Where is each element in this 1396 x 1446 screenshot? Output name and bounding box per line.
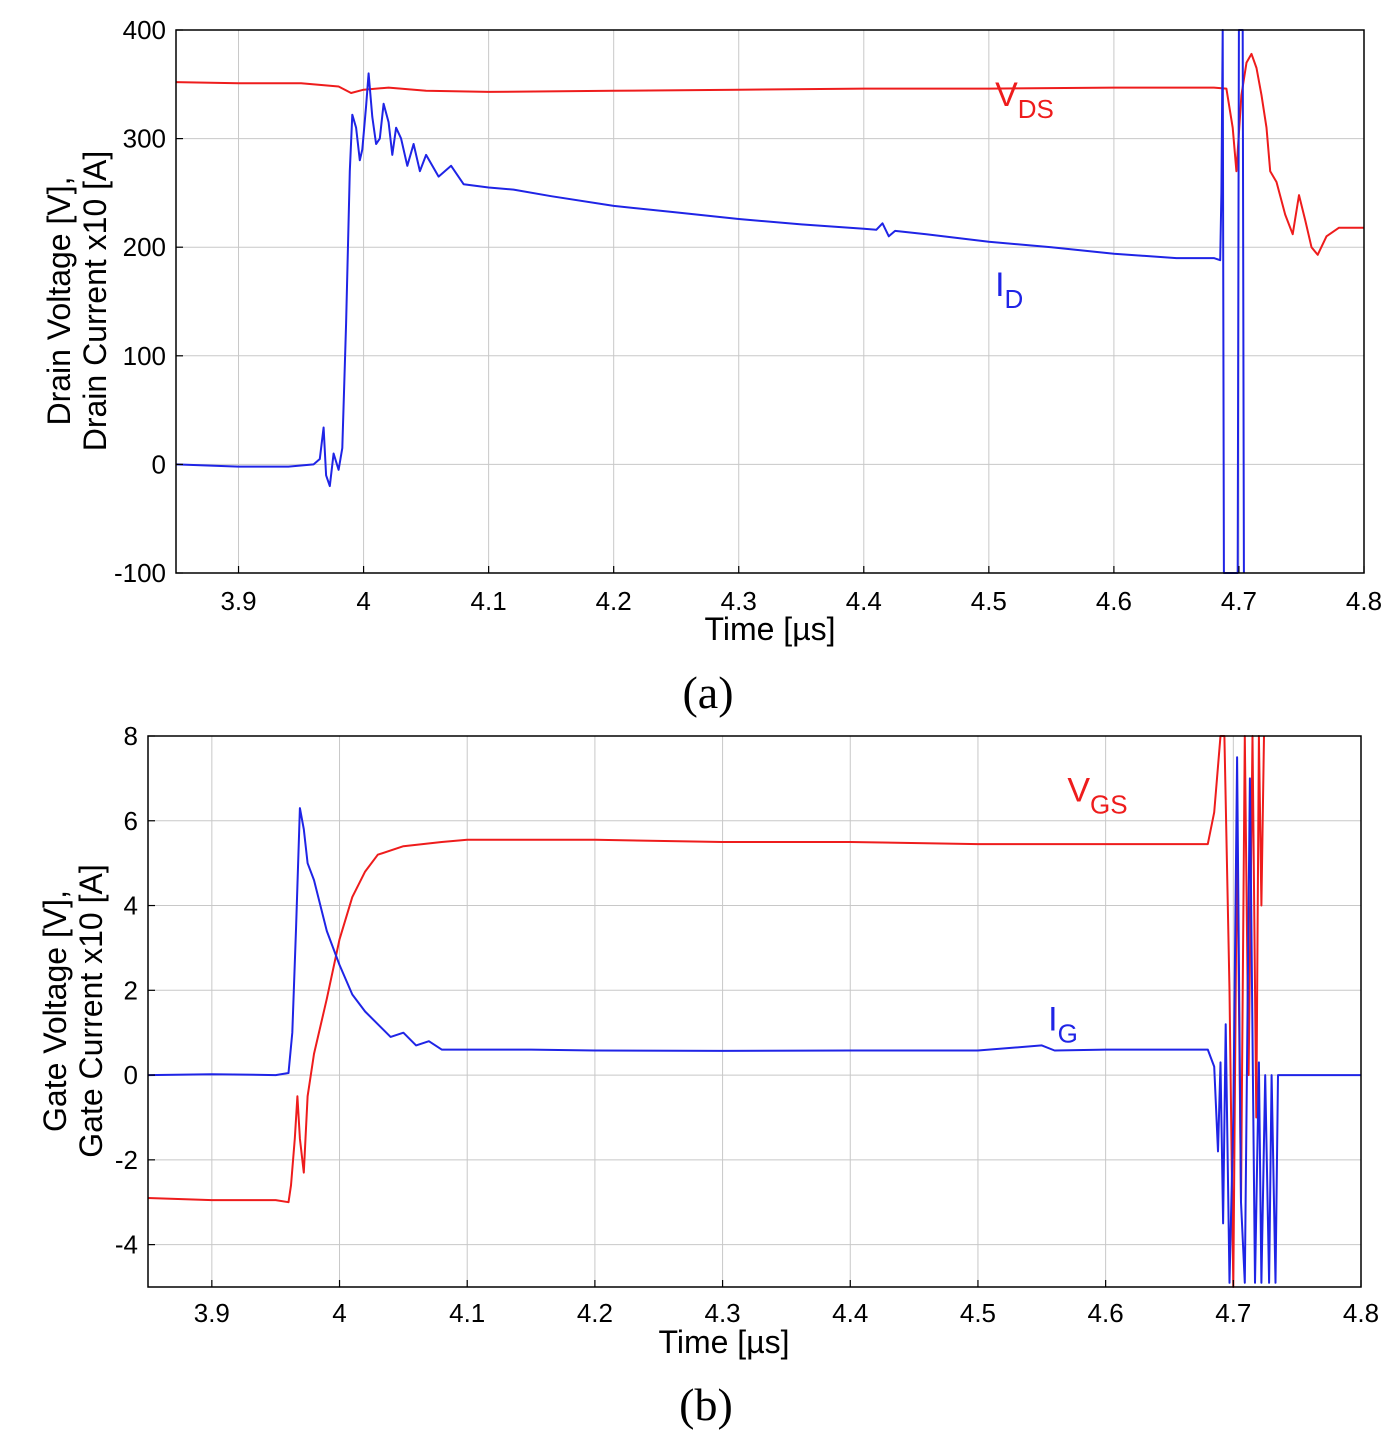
panel-a-series-label-v-ds: VDS	[995, 76, 1054, 124]
panel-b-series-labels: VGS IG	[1048, 772, 1127, 1049]
panel-a-y-axis-label-line1: Drain Voltage [V],	[41, 176, 77, 425]
panel-a-x-ticks: 3.9 4 4.1 4.2 4.3 4.4 4.5 4.6 4.7 4.8	[220, 566, 1382, 616]
panel-b-x-tick-label: 4.3	[705, 1298, 741, 1328]
panel-b-y-ticks: -4 -2 0 2 4 6 8	[115, 721, 155, 1260]
panel-a-y-tick-label: 0	[152, 449, 166, 479]
panel-a-grid	[176, 29, 1365, 574]
panel-b-grid	[148, 735, 1362, 1287]
panel-b-traces	[147, 735, 1361, 1288]
panel-a-x-tick-label: 4.1	[471, 586, 507, 616]
panel-a-series-v-ds-line	[175, 52, 1364, 256]
panel-a-x-tick-label: 4.7	[1221, 586, 1257, 616]
series-label-main: I	[995, 266, 1004, 304]
panel-a-x-tick-label: 4	[356, 586, 370, 616]
panel-a-series-label-i-d: ID	[995, 266, 1023, 314]
panel-a-x-tick-label: 4.2	[596, 586, 632, 616]
panel-b-x-tick-label: 4.6	[1088, 1298, 1124, 1328]
panel-a-y-tick-label: 100	[123, 341, 166, 371]
panel-b-series-label-i-g: IG	[1048, 1001, 1078, 1049]
panel-a-series-i-d-line	[175, 29, 1245, 574]
panel-b-y-axis-label-line1: Gate Voltage [V],	[37, 890, 73, 1132]
panel-b-x-tick-label: 4.8	[1343, 1298, 1379, 1328]
panel-b-y-tick-label: 2	[124, 975, 138, 1005]
panel-b-series-label-v-gs: VGS	[1067, 772, 1127, 820]
panel-a-y-tick-label: 200	[123, 232, 166, 262]
panel-a-chart: -100 0 100 200 300 400 3.9 4 4.1 4.2 4.3 4.4 4.5 4.6…	[41, 15, 1382, 718]
panel-a-x-tick-label: 4.3	[721, 586, 757, 616]
panel-b-x-tick-label: 3.9	[194, 1298, 230, 1328]
panel-b-series-i-g-line	[147, 756, 1361, 1284]
series-label-main: V	[1067, 772, 1090, 810]
panel-b-y-tick-label: 4	[124, 891, 138, 921]
panel-a-series-labels: VDS ID	[995, 76, 1054, 314]
panel-b-y-tick-label: 6	[124, 806, 138, 836]
panel-a-x-tick-label: 4.8	[1346, 586, 1382, 616]
series-label-subscript: DS	[1018, 94, 1054, 124]
panel-a-y-tick-label: 400	[123, 15, 166, 45]
panel-b-x-tick-label: 4.4	[832, 1298, 868, 1328]
panel-b-y-axis-label-line2: Gate Current x10 [A]	[73, 864, 109, 1157]
series-label-subscript: D	[1005, 284, 1024, 314]
panel-a-caption: (a)	[682, 667, 733, 718]
panel-b-x-tick-label: 4.5	[960, 1298, 996, 1328]
panel-a-y-ticks: -100 0 100 200 300 400	[114, 15, 183, 588]
panel-b-chart: -4 -2 0 2 4 6 8 3.9 4 4.1 4.2 4.3 4.4 4.5 4.6 4.7 4.8 V…	[37, 721, 1379, 1430]
panel-b-y-tick-label: -2	[115, 1145, 138, 1175]
panel-a-x-tick-label: 4.6	[1096, 586, 1132, 616]
panel-b-x-axis-label: Time [µs]	[658, 1324, 789, 1360]
panel-b-x-tick-label: 4.1	[449, 1298, 485, 1328]
panel-a-x-tick-label: 3.9	[220, 586, 256, 616]
panel-a-x-tick-label: 4.4	[846, 586, 882, 616]
panel-a-y-tick-label: -100	[114, 558, 166, 588]
panel-b-plot-frame	[147, 735, 1362, 1288]
panel-b-caption: (b)	[679, 1379, 733, 1430]
panel-b-x-tick-label: 4	[332, 1298, 346, 1328]
panel-b-x-ticks: 3.9 4 4.1 4.2 4.3 4.4 4.5 4.6 4.7 4.8	[194, 1280, 1379, 1328]
panel-a-traces	[175, 29, 1364, 574]
panel-b-series-v-gs-line	[147, 735, 1265, 1288]
series-label-subscript: G	[1058, 1019, 1078, 1049]
panel-b-x-tick-label: 4.7	[1215, 1298, 1251, 1328]
series-label-main: I	[1048, 1001, 1057, 1039]
series-label-main: V	[995, 76, 1018, 114]
panel-a-y-axis-label-line2: Drain Current x10 [A]	[77, 151, 113, 452]
panel-b-y-tick-label: -4	[115, 1230, 138, 1260]
panel-b-y-tick-label: 0	[124, 1060, 138, 1090]
panel-a-x-tick-label: 4.5	[971, 586, 1007, 616]
panel-a-plot-frame	[175, 29, 1365, 574]
panel-b-y-tick-label: 8	[124, 721, 138, 751]
panel-a-x-axis-label: Time [µs]	[704, 611, 835, 647]
panel-b-x-tick-label: 4.2	[577, 1298, 613, 1328]
series-label-subscript: GS	[1090, 790, 1128, 820]
panel-a-y-tick-label: 300	[123, 124, 166, 154]
